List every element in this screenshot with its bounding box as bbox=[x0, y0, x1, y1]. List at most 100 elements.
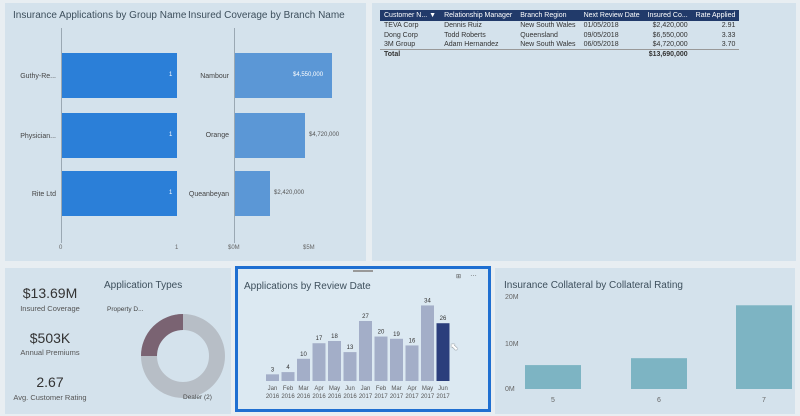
sort-down-icon[interactable]: ▼ bbox=[429, 12, 437, 19]
group-bar[interactable] bbox=[62, 113, 177, 158]
review-x-year: 2016 bbox=[266, 394, 280, 400]
collateral-y-tick: 20M bbox=[505, 294, 519, 301]
branch-chart-title: Insured Coverage by Branch Name bbox=[188, 10, 345, 21]
table-row[interactable]: 3M Group Adam Hernandez New South Wales … bbox=[380, 40, 739, 50]
review-x-year: 2016 bbox=[312, 394, 326, 400]
review-bar-value: 18 bbox=[331, 334, 338, 340]
review-x-year: 2017 bbox=[436, 394, 450, 400]
collateral-bars: 5 6 7 bbox=[525, 305, 792, 404]
review-bar[interactable] bbox=[405, 345, 419, 381]
collateral-x-tick: 7 bbox=[762, 397, 766, 404]
collateral-chart-title: Insurance Collateral by Collateral Ratin… bbox=[504, 280, 683, 291]
review-bar[interactable] bbox=[281, 372, 295, 381]
table-row[interactable]: Dong Corp Todd Roberts Queensland 09/05/… bbox=[380, 31, 739, 41]
review-bar-value: 3 bbox=[271, 367, 275, 373]
review-x-month: Apr bbox=[314, 386, 323, 392]
table-cell: New South Wales bbox=[520, 22, 576, 30]
kpi-value-premiums: $503K bbox=[29, 330, 71, 346]
review-bar-value: 4 bbox=[286, 365, 290, 371]
group-x-tick: 1 bbox=[175, 245, 179, 251]
review-x-year: 2017 bbox=[421, 394, 435, 400]
header-label: Customer N... bbox=[384, 12, 428, 19]
review-bar[interactable] bbox=[436, 323, 450, 381]
review-bar[interactable] bbox=[390, 338, 403, 381]
group-bar[interactable] bbox=[62, 53, 177, 98]
review-bar[interactable] bbox=[312, 343, 326, 381]
review-x-month: Feb bbox=[283, 386, 294, 392]
collateral-bar[interactable] bbox=[631, 358, 687, 389]
table-row[interactable]: TEVA Corp Dennis Ruiz New South Wales 01… bbox=[380, 21, 739, 31]
table-cell: TEVA Corp bbox=[384, 22, 419, 30]
branch-bar[interactable] bbox=[235, 53, 332, 98]
branch-x-tick: $5M bbox=[303, 245, 315, 251]
column-header-region[interactable]: Branch Region bbox=[516, 10, 580, 21]
branch-bar[interactable] bbox=[235, 171, 270, 216]
branch-bar[interactable] bbox=[235, 113, 305, 158]
review-x-month: May bbox=[329, 386, 340, 392]
drag-handle[interactable] bbox=[353, 270, 373, 272]
collateral-bar[interactable] bbox=[525, 365, 581, 389]
kpi-label-rating: Avg. Customer Rating bbox=[13, 393, 87, 402]
review-bar[interactable] bbox=[421, 305, 434, 381]
table-cell: Dong Corp bbox=[384, 31, 418, 39]
group-bar-value: 1 bbox=[169, 72, 173, 78]
branch-axis-line bbox=[234, 28, 235, 243]
kpi-label-premiums: Annual Premiums bbox=[20, 348, 80, 357]
group-bar-value: 1 bbox=[169, 132, 173, 138]
review-x-month: Apr bbox=[407, 386, 416, 392]
review-x-month: Feb bbox=[376, 386, 387, 392]
group-bar[interactable] bbox=[62, 171, 177, 216]
table-cell: Adam Hernandez bbox=[444, 41, 499, 48]
more-options-icon[interactable]: … bbox=[470, 271, 477, 278]
branch-label[interactable]: Orange bbox=[205, 132, 229, 139]
branch-label[interactable]: Nambour bbox=[200, 73, 229, 80]
table-cell: Todd Roberts bbox=[444, 31, 486, 39]
total-value: $13,690,000 bbox=[643, 49, 692, 59]
group-x-tick: 0 bbox=[59, 245, 63, 251]
table-cell: Dennis Ruiz bbox=[444, 22, 482, 30]
table-cell: $2,420,000 bbox=[652, 22, 688, 30]
column-header-rate[interactable]: Rate Applied bbox=[691, 10, 740, 21]
review-bar[interactable] bbox=[343, 352, 357, 381]
review-x-year: 2017 bbox=[405, 394, 419, 400]
table-cell: Queensland bbox=[520, 31, 558, 39]
review-bar[interactable] bbox=[266, 374, 279, 381]
filter-icon[interactable]: ⊞ bbox=[456, 274, 462, 280]
kpi-value-rating: 2.67 bbox=[36, 374, 64, 390]
column-header-insured[interactable]: Insured Co... bbox=[643, 10, 692, 21]
collateral-y-tick: 0M bbox=[505, 386, 515, 393]
table-cell: $6,550,000 bbox=[652, 31, 688, 39]
review-x-year: 2017 bbox=[374, 394, 388, 400]
kpi-label-coverage: Insured Coverage bbox=[20, 304, 80, 313]
column-header-review-date[interactable]: Next Review Date bbox=[579, 10, 644, 21]
review-bar[interactable] bbox=[374, 336, 388, 381]
group-axis-line bbox=[61, 28, 62, 243]
review-bar[interactable] bbox=[359, 321, 372, 381]
customer-table[interactable]: Customer N... ▼ Relationship Manager Bra… bbox=[380, 10, 740, 59]
review-bar[interactable] bbox=[297, 358, 310, 381]
review-x-year: 2017 bbox=[359, 394, 373, 400]
branch-label[interactable]: Queanbeyan bbox=[188, 191, 229, 198]
donut-segment-property[interactable] bbox=[141, 314, 184, 357]
review-bar-value: 26 bbox=[440, 316, 447, 322]
kpi-value-coverage: $13.69M bbox=[22, 285, 78, 301]
review-x-year: 2016 bbox=[328, 394, 342, 400]
kpi-donut-panel: $13.69M Insured Coverage $503K Annual Pr… bbox=[5, 268, 231, 414]
branch-bar-value: $2,420,000 bbox=[274, 190, 305, 196]
donut-label-dealer: Dealer (2) bbox=[183, 394, 212, 401]
collateral-panel: Insurance Collateral by Collateral Ratin… bbox=[495, 268, 795, 414]
collateral-bar[interactable] bbox=[736, 305, 792, 389]
donut-chart[interactable] bbox=[133, 306, 233, 406]
review-date-visual[interactable]: ⊞ … Applications by Review Date 3 Jan 2016… bbox=[235, 266, 491, 412]
group-chart-title: Insurance Applications by Group Name bbox=[13, 10, 187, 21]
review-bar[interactable] bbox=[328, 341, 341, 381]
group-label[interactable]: Physician... bbox=[20, 133, 56, 140]
group-label[interactable]: Rite Ltd bbox=[31, 191, 56, 198]
column-header-customer[interactable]: Customer N... ▼ bbox=[380, 10, 441, 21]
collateral-x-tick: 5 bbox=[551, 397, 555, 404]
group-label[interactable]: Guthy-Re... bbox=[20, 73, 56, 80]
review-chart-title: Applications by Review Date bbox=[244, 281, 371, 292]
table-cell: $4,720,000 bbox=[652, 41, 688, 48]
applications-coverage-panel: Insurance Applications by Group Name Ins… bbox=[5, 3, 366, 261]
column-header-manager[interactable]: Relationship Manager bbox=[440, 10, 517, 21]
